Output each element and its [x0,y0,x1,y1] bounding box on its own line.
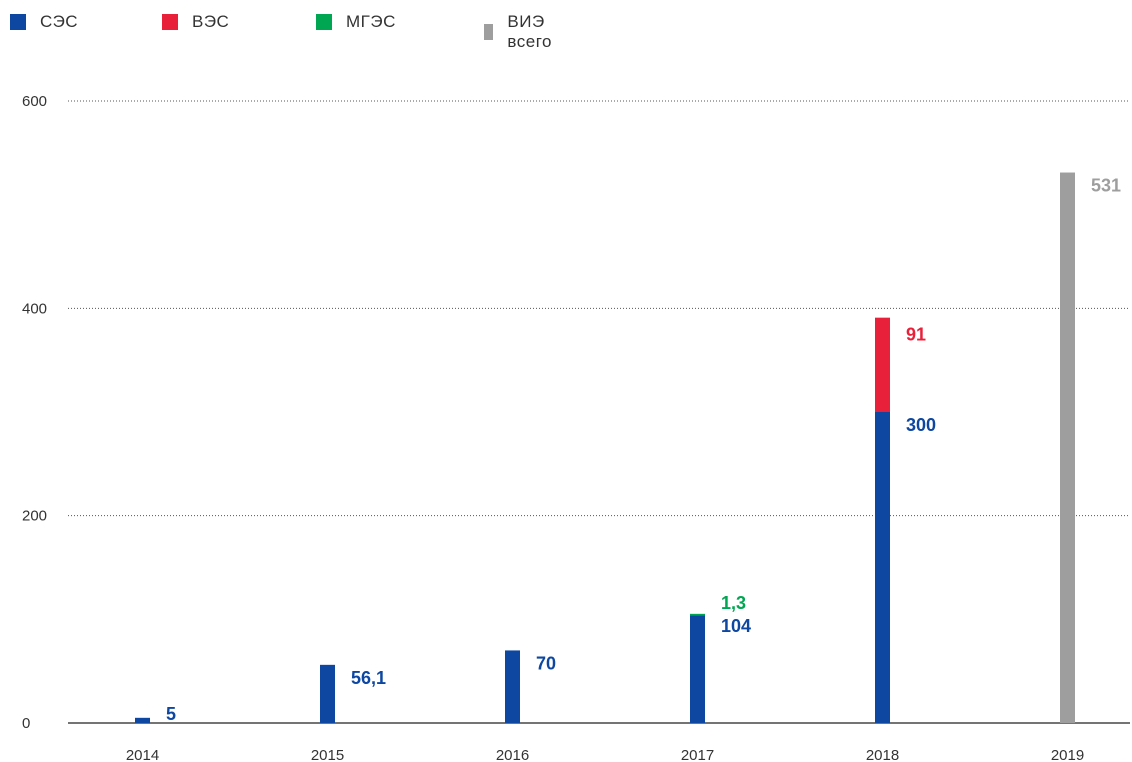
data-label-СЭС-2018: 300 [906,415,936,435]
x-tick-label-2016: 2016 [496,747,529,762]
data-label-СЭС-2014: 5 [166,704,176,724]
bar-СЭС-2016 [505,650,520,723]
data-label-ВИЭ-всего-2019: 531 [1091,176,1121,196]
bar-ВЭС-2018 [875,317,890,412]
data-label-СЭС-2015: 56,1 [351,668,386,688]
legend-item-mges: МГЭС [316,12,396,32]
y-tick-label-600: 600 [22,93,47,110]
legend-item-ses: СЭС [10,12,78,32]
y-tick-label-200: 200 [22,508,47,525]
legend-label-ves: ВЭС [192,12,230,31]
legend-label-mges: МГЭС [346,12,396,31]
data-label-МГЭС-2017: 1,3 [721,593,746,613]
x-tick-label-2017: 2017 [681,747,714,762]
data-label-СЭС-2016: 70 [536,653,556,673]
y-tick-label-0: 0 [22,715,30,732]
legend-label-ses: СЭС [40,12,79,31]
bar-МГЭС-2017 [690,613,705,616]
data-label-СЭС-2017: 104 [721,616,751,636]
legend-swatch-ses [10,14,26,30]
legend-label-vie: ВИЭ всего [507,12,552,51]
legend-item-vie: ВИЭ всего [484,12,559,52]
data-label-ВЭС-2018: 91 [906,325,926,345]
legend-swatch-vie [484,24,494,40]
legend-swatch-mges [316,14,332,30]
x-tick-label-2018: 2018 [866,747,899,762]
bar-СЭС-2017 [690,615,705,723]
legend-swatch-ves [162,14,178,30]
bar-ВИЭ-всего-2019 [1060,172,1075,723]
x-tick-label-2015: 2015 [311,747,344,762]
x-tick-label-2019: 2019 [1051,747,1084,762]
y-tick-label-400: 400 [22,300,47,317]
bar-СЭС-2015 [320,664,335,723]
legend-item-ves: ВЭС [162,12,229,32]
x-tick-label-2014: 2014 [126,747,159,762]
bar-СЭС-2014 [135,717,150,723]
bar-СЭС-2018 [875,412,890,723]
